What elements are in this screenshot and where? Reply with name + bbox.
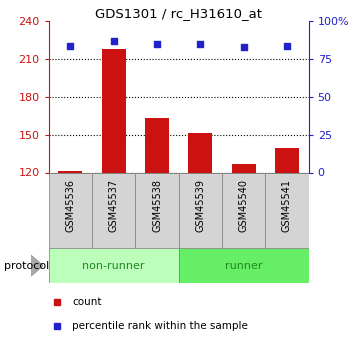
Bar: [179, 248, 309, 283]
Point: [68, 43, 73, 49]
Bar: [275, 148, 299, 172]
Title: GDS1301 / rc_H31610_at: GDS1301 / rc_H31610_at: [95, 7, 262, 20]
Bar: [188, 133, 212, 172]
Bar: [222, 172, 265, 248]
Bar: [102, 49, 126, 172]
Point: [284, 43, 290, 49]
Text: GSM45538: GSM45538: [152, 179, 162, 231]
Text: GSM45540: GSM45540: [239, 179, 249, 231]
Point: [197, 41, 203, 47]
Bar: [49, 248, 179, 283]
Bar: [179, 172, 222, 248]
Text: GSM45536: GSM45536: [65, 179, 75, 231]
Bar: [265, 172, 309, 248]
Bar: [92, 172, 135, 248]
Text: protocol: protocol: [4, 261, 49, 270]
Text: percentile rank within the sample: percentile rank within the sample: [72, 321, 248, 331]
Text: GSM45539: GSM45539: [195, 179, 205, 231]
Text: non-runner: non-runner: [82, 261, 145, 270]
Text: GSM45541: GSM45541: [282, 179, 292, 231]
Bar: [232, 164, 256, 172]
Point: [241, 44, 247, 49]
Bar: [58, 171, 82, 172]
Bar: [135, 172, 179, 248]
Bar: [145, 118, 169, 172]
Bar: [49, 172, 92, 248]
Text: GSM45537: GSM45537: [109, 179, 119, 232]
Polygon shape: [31, 255, 43, 277]
Text: runner: runner: [225, 261, 262, 270]
Text: count: count: [72, 297, 102, 307]
Point: [154, 41, 160, 47]
Point: [111, 38, 117, 44]
